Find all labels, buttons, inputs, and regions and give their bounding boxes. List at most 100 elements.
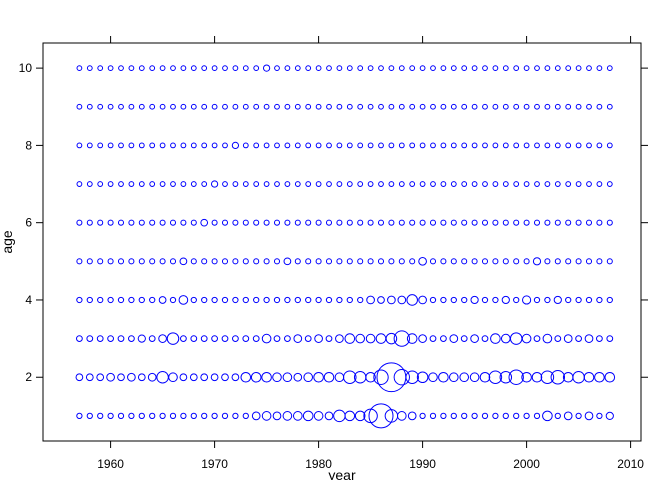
data-point — [523, 258, 530, 265]
data-point — [149, 258, 156, 265]
data-point — [606, 296, 613, 304]
data-point — [409, 258, 416, 265]
data-point — [471, 142, 478, 149]
data-point — [565, 103, 572, 110]
data-point — [159, 103, 166, 110]
data-point — [263, 219, 270, 226]
data-point — [461, 412, 468, 420]
data-point — [398, 65, 405, 72]
x-tick-label: 2010 — [617, 457, 644, 471]
data-point — [585, 296, 593, 304]
data-point — [159, 65, 166, 72]
data-point — [565, 181, 572, 187]
data-point — [461, 142, 468, 149]
data-point — [606, 65, 613, 72]
data-point — [367, 219, 374, 226]
data-point — [211, 335, 218, 342]
data-point — [252, 335, 260, 342]
data-point — [274, 181, 280, 187]
data-point — [97, 412, 104, 420]
data-point — [575, 335, 582, 342]
data-point — [107, 219, 114, 226]
data-point — [190, 65, 197, 72]
data-point — [605, 411, 614, 420]
data-point — [513, 142, 520, 149]
data-point — [544, 142, 551, 149]
data-point — [534, 181, 540, 187]
data-point — [158, 296, 167, 304]
data-point — [499, 370, 513, 384]
data-point — [523, 65, 530, 72]
y-tick-label: 10 — [19, 61, 33, 75]
data-point — [398, 258, 405, 265]
data-point — [200, 335, 208, 342]
data-point — [305, 142, 312, 149]
data-point — [261, 333, 272, 344]
data-point — [531, 371, 543, 383]
data-point — [554, 65, 561, 72]
x-tick-label: 2000 — [513, 457, 540, 471]
data-point — [388, 181, 395, 187]
data-point — [606, 219, 613, 226]
data-point — [272, 411, 282, 421]
data-point — [398, 142, 405, 149]
data-point — [513, 65, 520, 72]
data-point — [263, 296, 270, 304]
data-point — [450, 65, 457, 72]
data-point — [554, 258, 561, 265]
data-point — [440, 412, 447, 420]
data-point — [544, 219, 551, 226]
data-point — [190, 142, 197, 149]
data-point — [416, 371, 429, 384]
data-point — [242, 103, 249, 110]
data-point — [440, 181, 447, 187]
data-point — [251, 411, 261, 421]
data-point — [357, 258, 364, 265]
data-point — [440, 296, 447, 304]
data-point — [211, 219, 218, 226]
data-point — [482, 65, 488, 72]
data-point — [76, 65, 83, 72]
data-point — [305, 181, 312, 187]
data-point — [273, 335, 281, 342]
data-point — [169, 412, 177, 420]
data-point — [149, 65, 156, 72]
data-point — [336, 65, 343, 72]
data-point — [315, 258, 322, 265]
data-point — [190, 335, 198, 342]
data-point — [377, 258, 385, 265]
data-point — [388, 65, 395, 72]
data-point — [232, 335, 239, 342]
data-point — [365, 333, 376, 344]
data-point — [482, 103, 488, 110]
data-point — [575, 412, 582, 420]
data-point — [86, 335, 94, 342]
data-point — [273, 258, 281, 265]
data-point — [357, 219, 364, 226]
data-point — [326, 103, 332, 110]
data-point — [261, 411, 272, 421]
data-point — [393, 330, 410, 347]
data-point — [502, 412, 509, 420]
data-point — [418, 295, 427, 305]
data-point — [367, 65, 374, 72]
data-point — [596, 335, 603, 342]
data-point — [534, 103, 540, 110]
data-point — [97, 65, 104, 72]
data-point — [222, 103, 228, 110]
data-point — [470, 295, 479, 305]
data-point — [418, 256, 427, 266]
data-point — [492, 181, 499, 187]
data-point — [554, 142, 561, 149]
data-point — [273, 219, 281, 226]
data-point — [211, 258, 218, 265]
data-point — [460, 335, 468, 342]
data-point — [542, 333, 553, 344]
data-point — [378, 142, 384, 149]
data-point — [594, 371, 605, 383]
data-point — [201, 65, 208, 72]
data-point — [430, 142, 436, 149]
data-point — [232, 65, 239, 72]
data-point — [585, 219, 593, 226]
data-point — [378, 103, 384, 110]
